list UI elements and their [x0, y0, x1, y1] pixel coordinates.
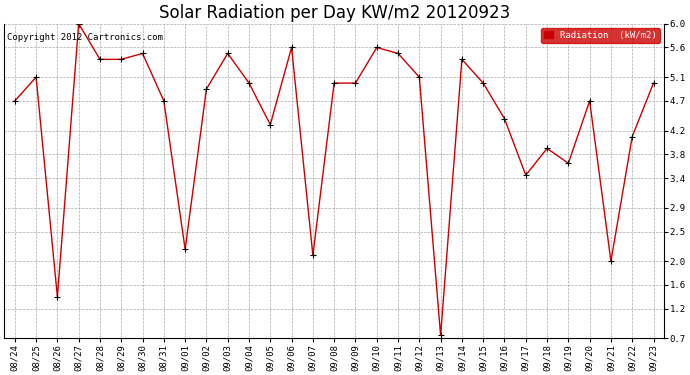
- Title: Solar Radiation per Day KW/m2 20120923: Solar Radiation per Day KW/m2 20120923: [159, 4, 510, 22]
- Text: Copyright 2012 Cartronics.com: Copyright 2012 Cartronics.com: [8, 33, 164, 42]
- Legend: Radiation  (kW/m2): Radiation (kW/m2): [541, 28, 660, 43]
